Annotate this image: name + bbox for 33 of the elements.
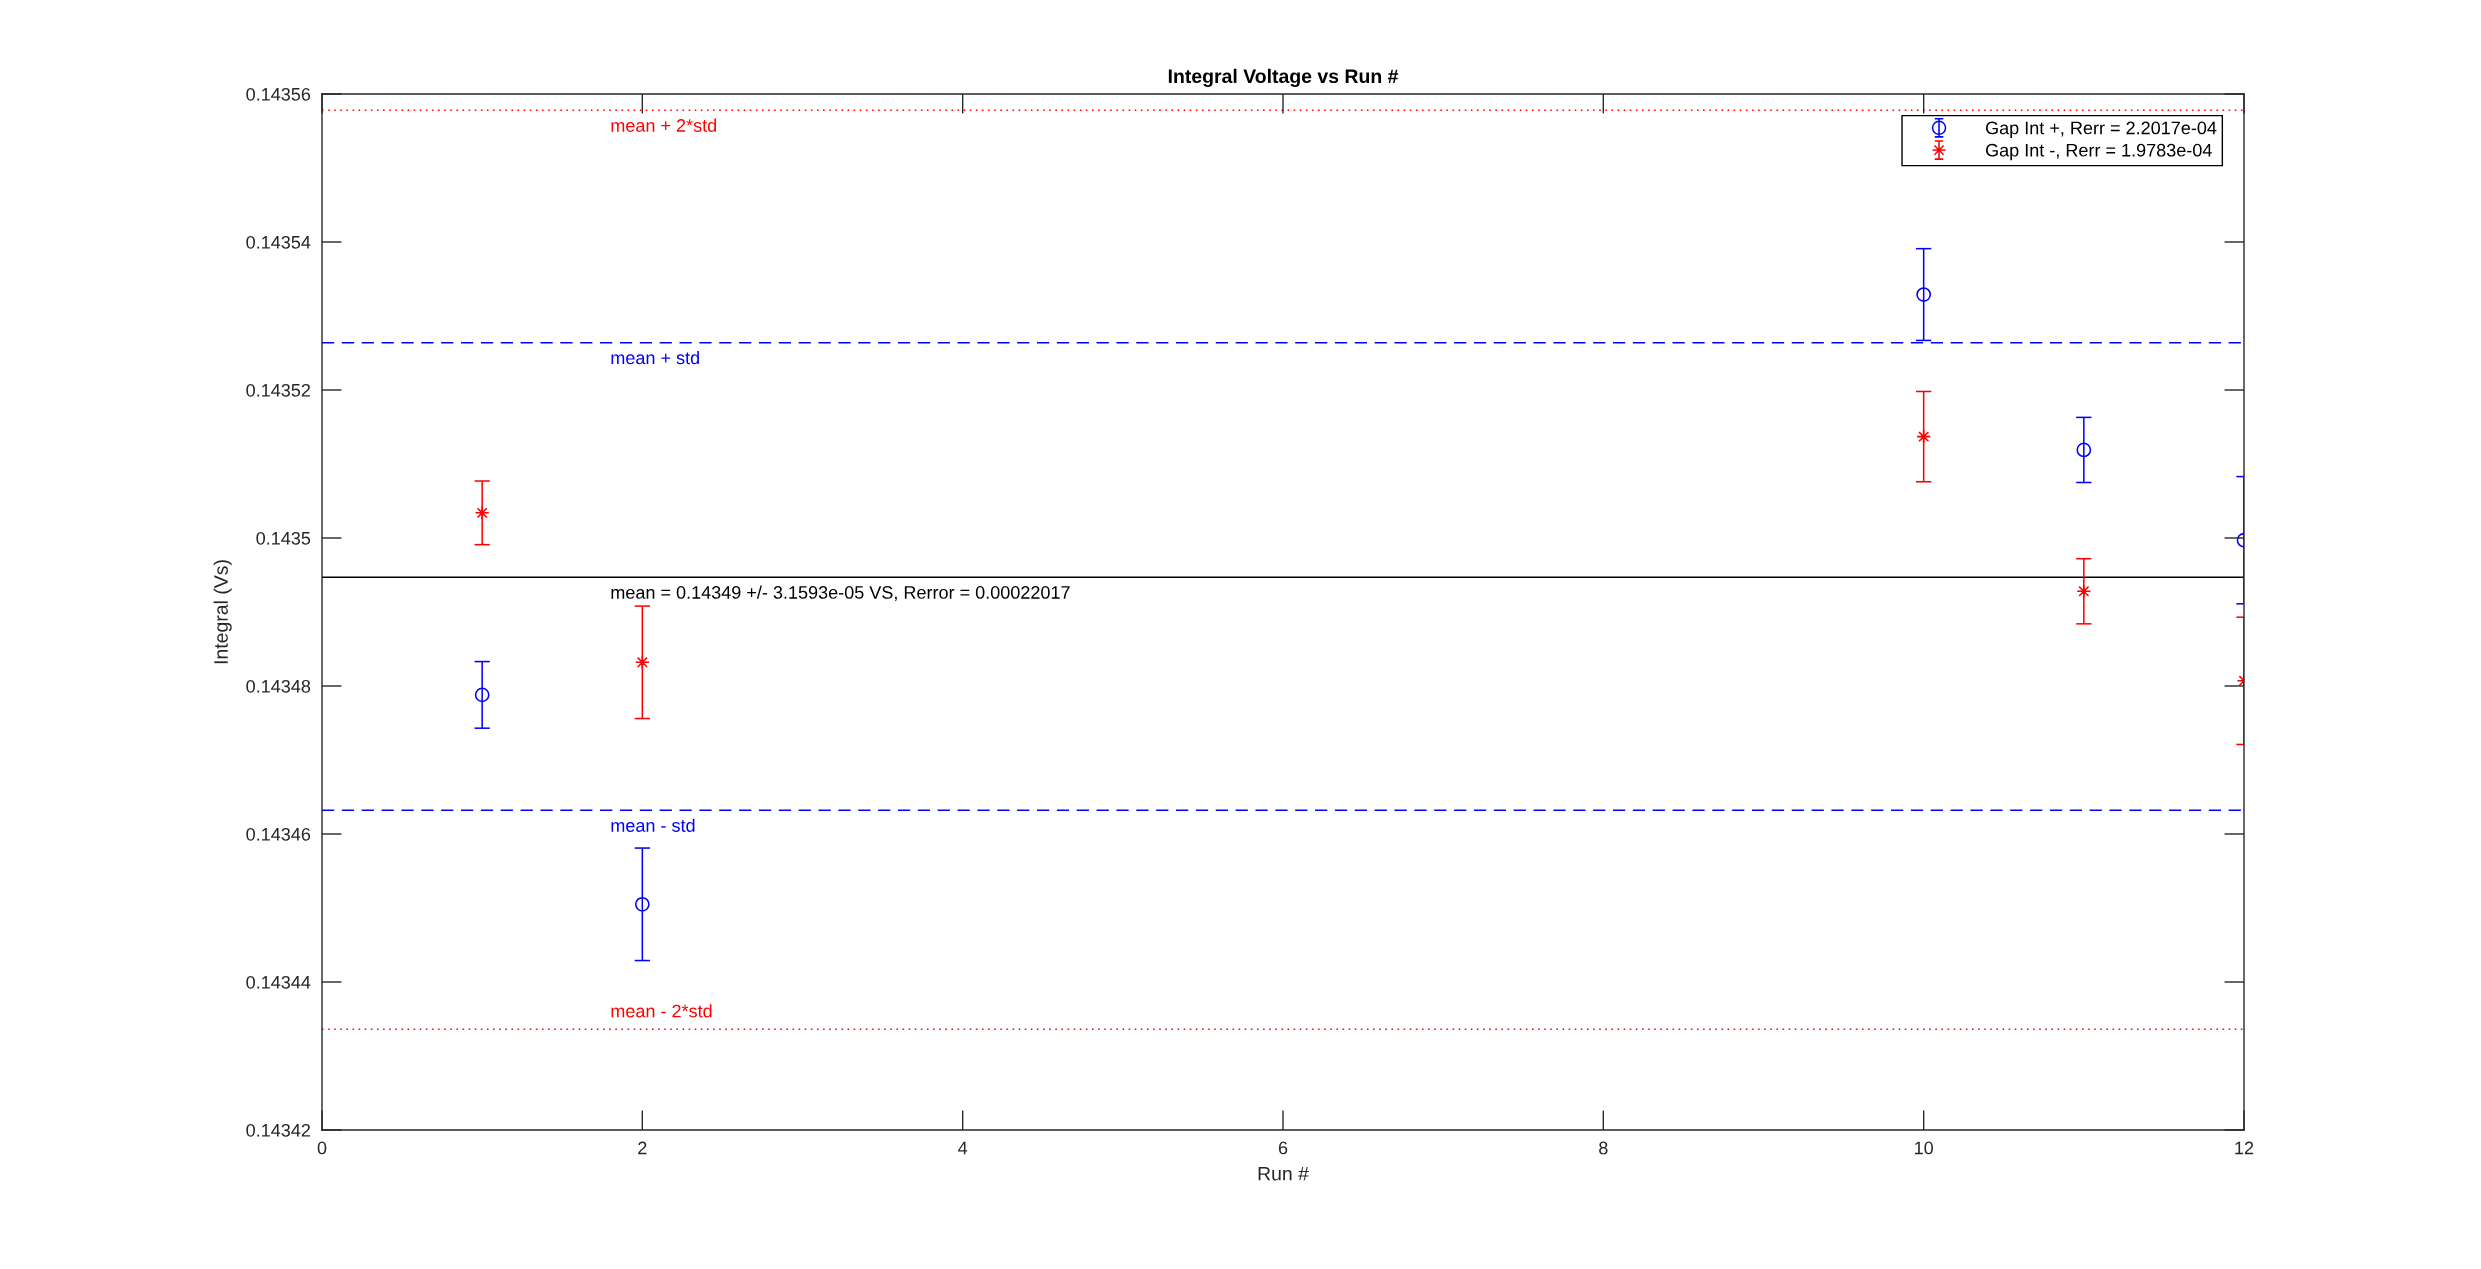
point <box>1916 429 1932 444</box>
point <box>634 654 650 670</box>
y-tick-label: 0.14346 <box>246 827 311 841</box>
y-tick-label: 0.14342 <box>246 1123 310 1137</box>
point <box>474 687 490 703</box>
y-tick-label: 0.14356 <box>246 87 311 101</box>
point <box>474 505 490 521</box>
point <box>1916 287 1932 302</box>
ref-line-label: mean + 2*std <box>611 118 717 132</box>
point <box>634 896 650 912</box>
x-tick-label: 4 <box>958 1141 968 1155</box>
x-axis-title: Run # <box>1258 1166 1309 1181</box>
x-tick-label: 10 <box>1915 1141 1933 1155</box>
legend-label: Gap Int +, Rerr = 2.2017e-04 <box>1985 121 2217 138</box>
y-tick-label: 0.14344 <box>246 975 311 989</box>
x-tick-label: 6 <box>1278 1141 1288 1155</box>
ref-line-label: mean - std <box>611 818 695 832</box>
ref-line-label: mean = 0.14349 +/- 3.1593e-05 VS, Rerror = 0.00022017 <box>611 585 1070 601</box>
x-tick-label: 0 <box>317 1141 327 1155</box>
ref-line-label: mean + std <box>611 350 699 365</box>
y-tick-label: 0.1435 <box>256 531 311 545</box>
chart-title: Integral Voltage vs Run # <box>1168 68 1399 88</box>
y-tick-label: 0.14354 <box>246 235 311 249</box>
x-tick-label: 8 <box>1599 1141 1608 1155</box>
x-tick-label: 2 <box>638 1141 647 1155</box>
legend-label: Gap Int -, Rerr = 1.9783e-04 <box>1985 143 2212 161</box>
y-tick-label: 0.14352 <box>246 383 310 397</box>
y-tick-label: 0.14348 <box>246 679 311 693</box>
point <box>2076 442 2092 458</box>
y-axis-title: Integral (Vs) <box>213 560 232 664</box>
point <box>2076 583 2092 599</box>
ref-line-label: mean - 2*std <box>611 1004 712 1018</box>
x-tick-label: 12 <box>2235 1141 2254 1155</box>
